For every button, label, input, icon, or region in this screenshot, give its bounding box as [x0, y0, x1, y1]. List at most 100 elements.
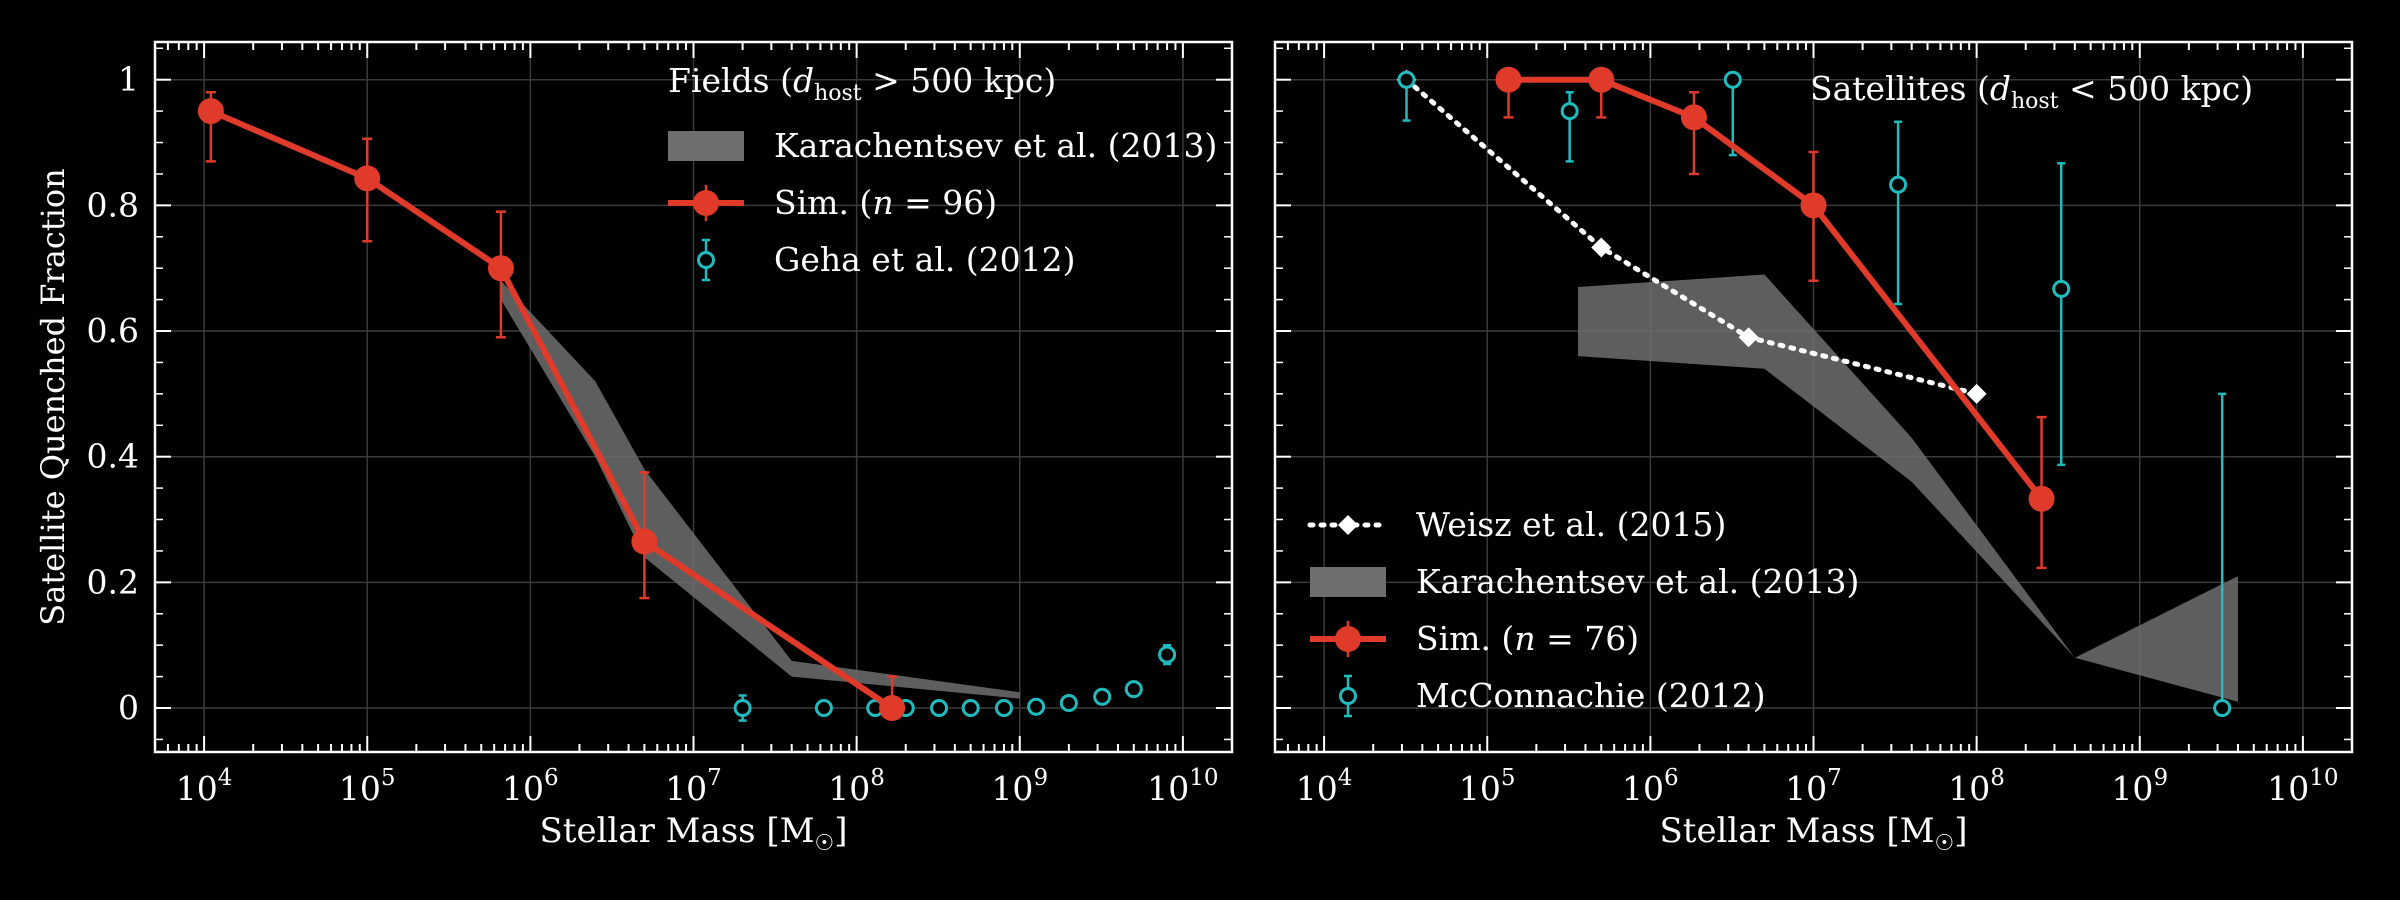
- obs-point: [994, 699, 1013, 718]
- text-span: Stellar Mass [M: [539, 811, 814, 851]
- text-span: 10: [828, 769, 870, 808]
- x-tick-label: 106: [502, 765, 559, 808]
- text-span: Karachentsev et al. (2013): [774, 126, 1217, 165]
- text-span: 10: [1189, 765, 1218, 791]
- text-span: 5: [381, 765, 396, 791]
- y-tick-label: 1: [118, 60, 139, 99]
- legend-entry-label: Karachentsev et al. (2013): [774, 126, 1217, 165]
- text-span: ☉: [815, 831, 835, 856]
- text-span: Stellar Mass [M: [1659, 811, 1934, 851]
- x-tick-label: 108: [1948, 765, 2005, 808]
- obs-point: [1124, 680, 1143, 699]
- legend-band-swatch: [668, 131, 744, 161]
- x-tick-label: 107: [1785, 765, 1842, 808]
- text-span: 10: [1622, 769, 1664, 808]
- x-axis-label: Stellar Mass [M☉]: [539, 811, 847, 856]
- text-span: 10: [502, 769, 544, 808]
- obs-point: [1397, 70, 1416, 89]
- sim-point: [631, 528, 658, 555]
- x-tick-label: 107: [665, 765, 722, 808]
- text-span: ]: [1954, 811, 1967, 851]
- weisz-point: [1738, 327, 1759, 348]
- text-span: 9: [2153, 765, 2168, 791]
- sim-point: [879, 695, 906, 722]
- text-span: 1: [118, 60, 139, 99]
- text-span: d: [793, 61, 814, 100]
- text-span: < 500 kpc): [2059, 69, 2254, 108]
- sim-point: [487, 255, 514, 282]
- x-tick-label: 104: [1296, 765, 1353, 808]
- legend-entry-label: Karachentsev et al. (2013): [1416, 562, 1859, 601]
- karachentsev-band: [500, 280, 1020, 699]
- text-span: 8: [1990, 765, 2005, 791]
- x-tick-label: 105: [339, 765, 396, 808]
- text-span: 10: [1296, 769, 1338, 808]
- text-span: Karachentsev et al. (2013): [1416, 562, 1859, 601]
- legend-band-swatch: [1310, 567, 1386, 597]
- text-span: d: [1990, 69, 2011, 108]
- sim-point: [1588, 66, 1615, 93]
- text-span: 6: [544, 765, 559, 791]
- text-span: 9: [1033, 765, 1048, 791]
- y-tick-label: 0.2: [87, 562, 139, 601]
- x-tick-label: 104: [176, 765, 233, 808]
- x-tick-label: 106: [1622, 765, 1679, 808]
- sim-point: [1495, 66, 1522, 93]
- obs-point: [1889, 175, 1908, 194]
- legend: Fields (dhost > 500 kpc) Karachentsev et …: [668, 61, 1217, 282]
- text-span: Geha et al. (2012): [774, 240, 1076, 279]
- text-span: 10: [2111, 769, 2153, 808]
- text-span: n: [872, 183, 893, 222]
- text-span: Satellite Quenched Fraction: [34, 168, 72, 625]
- obs-point: [2052, 279, 2071, 298]
- text-span: 8: [870, 765, 885, 791]
- text-span: Weisz et al. (2015): [1416, 505, 1726, 544]
- legend-entry-label: Weisz et al. (2015): [1416, 505, 1726, 544]
- x-tick-label: 109: [2111, 765, 2168, 808]
- obs-point: [1158, 645, 1177, 664]
- legend-obs-marker: [697, 251, 715, 269]
- legend-sim-marker: [693, 190, 719, 216]
- text-span: 4: [218, 765, 233, 791]
- legend-title: Satellites (dhost < 500 kpc): [1810, 69, 2253, 114]
- obs-point: [1560, 102, 1579, 121]
- text-span: 0.6: [87, 311, 139, 350]
- y-tick-label: 0.8: [87, 185, 139, 224]
- legend-obs-marker: [1339, 687, 1357, 705]
- text-span: 10: [991, 769, 1033, 808]
- weisz-line: [1404, 77, 1980, 397]
- weisz-point: [1591, 237, 1612, 258]
- text-span: n: [1514, 619, 1535, 658]
- obs-point: [930, 699, 949, 718]
- sim-point: [1680, 104, 1707, 131]
- y-tick-label: 0.6: [87, 311, 139, 350]
- legend-entry-label: Geha et al. (2012): [774, 240, 1076, 279]
- text-span: = 96): [894, 183, 998, 222]
- legend-title: Fields (dhost > 500 kpc): [668, 61, 1056, 106]
- sim-point: [354, 165, 381, 192]
- text-span: 10: [176, 769, 218, 808]
- legend-weisz-marker: [1338, 515, 1358, 535]
- x-axis-label: Stellar Mass [M☉]: [1659, 811, 1967, 856]
- legend-sim-marker: [1335, 626, 1361, 652]
- text-span: 0.8: [87, 185, 139, 224]
- text-span: 7: [1827, 765, 1842, 791]
- text-span: 0: [118, 688, 139, 727]
- text-span: 10: [1785, 769, 1827, 808]
- panel-fields: 104 105 106 107 108 109 101000.20.40.60.81Stel…: [87, 40, 1234, 856]
- y-axis-label: Satellite Quenched Fraction: [34, 168, 72, 625]
- text-span: 10: [2309, 765, 2338, 791]
- sim-point: [1800, 192, 1827, 219]
- text-span: ]: [834, 811, 847, 851]
- obs-point: [1723, 70, 1742, 89]
- text-span: 10: [2267, 769, 2309, 808]
- x-tick-label: 105: [1459, 765, 1516, 808]
- text-span: Sim. (: [774, 183, 872, 222]
- legend-entry-label: Sim. (n = 96): [774, 183, 997, 222]
- obs-point: [814, 699, 833, 718]
- sim-point: [197, 98, 224, 125]
- x-tick-label: 1010: [2267, 765, 2338, 808]
- text-span: 10: [1948, 769, 1990, 808]
